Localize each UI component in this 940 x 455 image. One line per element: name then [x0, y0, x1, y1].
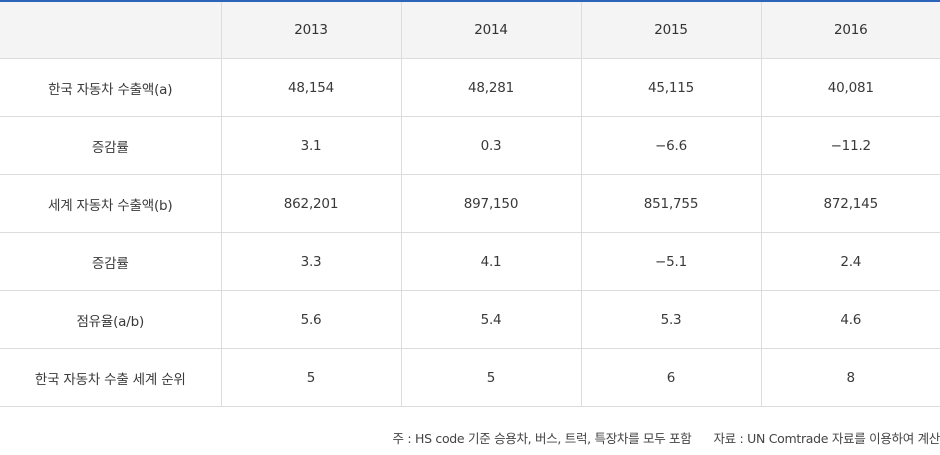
row-label-share: 점유율(a/b) — [0, 290, 222, 349]
table-cell: 897,150 — [401, 174, 582, 233]
table-cell: 872,145 — [761, 174, 940, 233]
table-cell: 40,081 — [761, 58, 940, 117]
table-cell: −6.6 — [581, 116, 762, 175]
row-label-korea-export: 한국 자동차 수출액(a) — [0, 58, 222, 117]
table-cell: 3.3 — [221, 232, 402, 291]
table-cell: −5.1 — [581, 232, 762, 291]
table-cell: 5.4 — [401, 290, 582, 349]
table-row: 세계 자동차 수출액(b) 862,201 897,150 851,755 87… — [0, 174, 940, 233]
table-cell: 0.3 — [401, 116, 582, 175]
footnote-source: 자료 : UN Comtrade 자료를 이용하여 계산 — [713, 431, 940, 446]
export-statistics-table: 2013 2014 2015 2016 한국 자동차 수출액(a) 48,154… — [0, 0, 940, 407]
header-year-2016: 2016 — [761, 1, 940, 59]
table-cell: −11.2 — [761, 116, 940, 175]
table-footnote: 주 : HS code 기준 승용차, 버스, 트럭, 특장차를 모두 포함 자료… — [393, 428, 940, 447]
table-cell: 5 — [401, 348, 582, 407]
table-cell: 4.1 — [401, 232, 582, 291]
table-row: 증감률 3.3 4.1 −5.1 2.4 — [0, 232, 940, 291]
table-cell: 862,201 — [221, 174, 402, 233]
header-corner-cell — [0, 1, 222, 59]
table-row: 한국 자동차 수출액(a) 48,154 48,281 45,115 40,08… — [0, 58, 940, 117]
footnote-note: 주 : HS code 기준 승용차, 버스, 트럭, 특장차를 모두 포함 — [392, 431, 692, 446]
header-year-2015: 2015 — [581, 1, 762, 59]
table-row: 점유율(a/b) 5.6 5.4 5.3 4.6 — [0, 290, 940, 349]
row-label-world-rank: 한국 자동차 수출 세계 순위 — [0, 348, 222, 407]
table-cell: 6 — [581, 348, 762, 407]
table-cell: 851,755 — [581, 174, 762, 233]
row-label-world-export: 세계 자동차 수출액(b) — [0, 174, 222, 233]
table-cell: 2.4 — [761, 232, 940, 291]
row-label-world-growth: 증감률 — [0, 232, 222, 291]
table-header-row: 2013 2014 2015 2016 — [0, 1, 940, 59]
table-row: 한국 자동차 수출 세계 순위 5 5 6 8 — [0, 348, 940, 407]
table-cell: 5.6 — [221, 290, 402, 349]
export-statistics-table-container: 2013 2014 2015 2016 한국 자동차 수출액(a) 48,154… — [0, 0, 940, 407]
header-year-2013: 2013 — [221, 1, 402, 59]
table-cell: 3.1 — [221, 116, 402, 175]
table-cell: 45,115 — [581, 58, 762, 117]
table-cell: 4.6 — [761, 290, 940, 349]
row-label-korea-growth: 증감률 — [0, 116, 222, 175]
table-cell: 48,154 — [221, 58, 402, 117]
table-cell: 48,281 — [401, 58, 582, 117]
header-year-2014: 2014 — [401, 1, 582, 59]
table-cell: 8 — [761, 348, 940, 407]
table-row: 증감률 3.1 0.3 −6.6 −11.2 — [0, 116, 940, 175]
table-cell: 5 — [221, 348, 402, 407]
table-cell: 5.3 — [581, 290, 762, 349]
